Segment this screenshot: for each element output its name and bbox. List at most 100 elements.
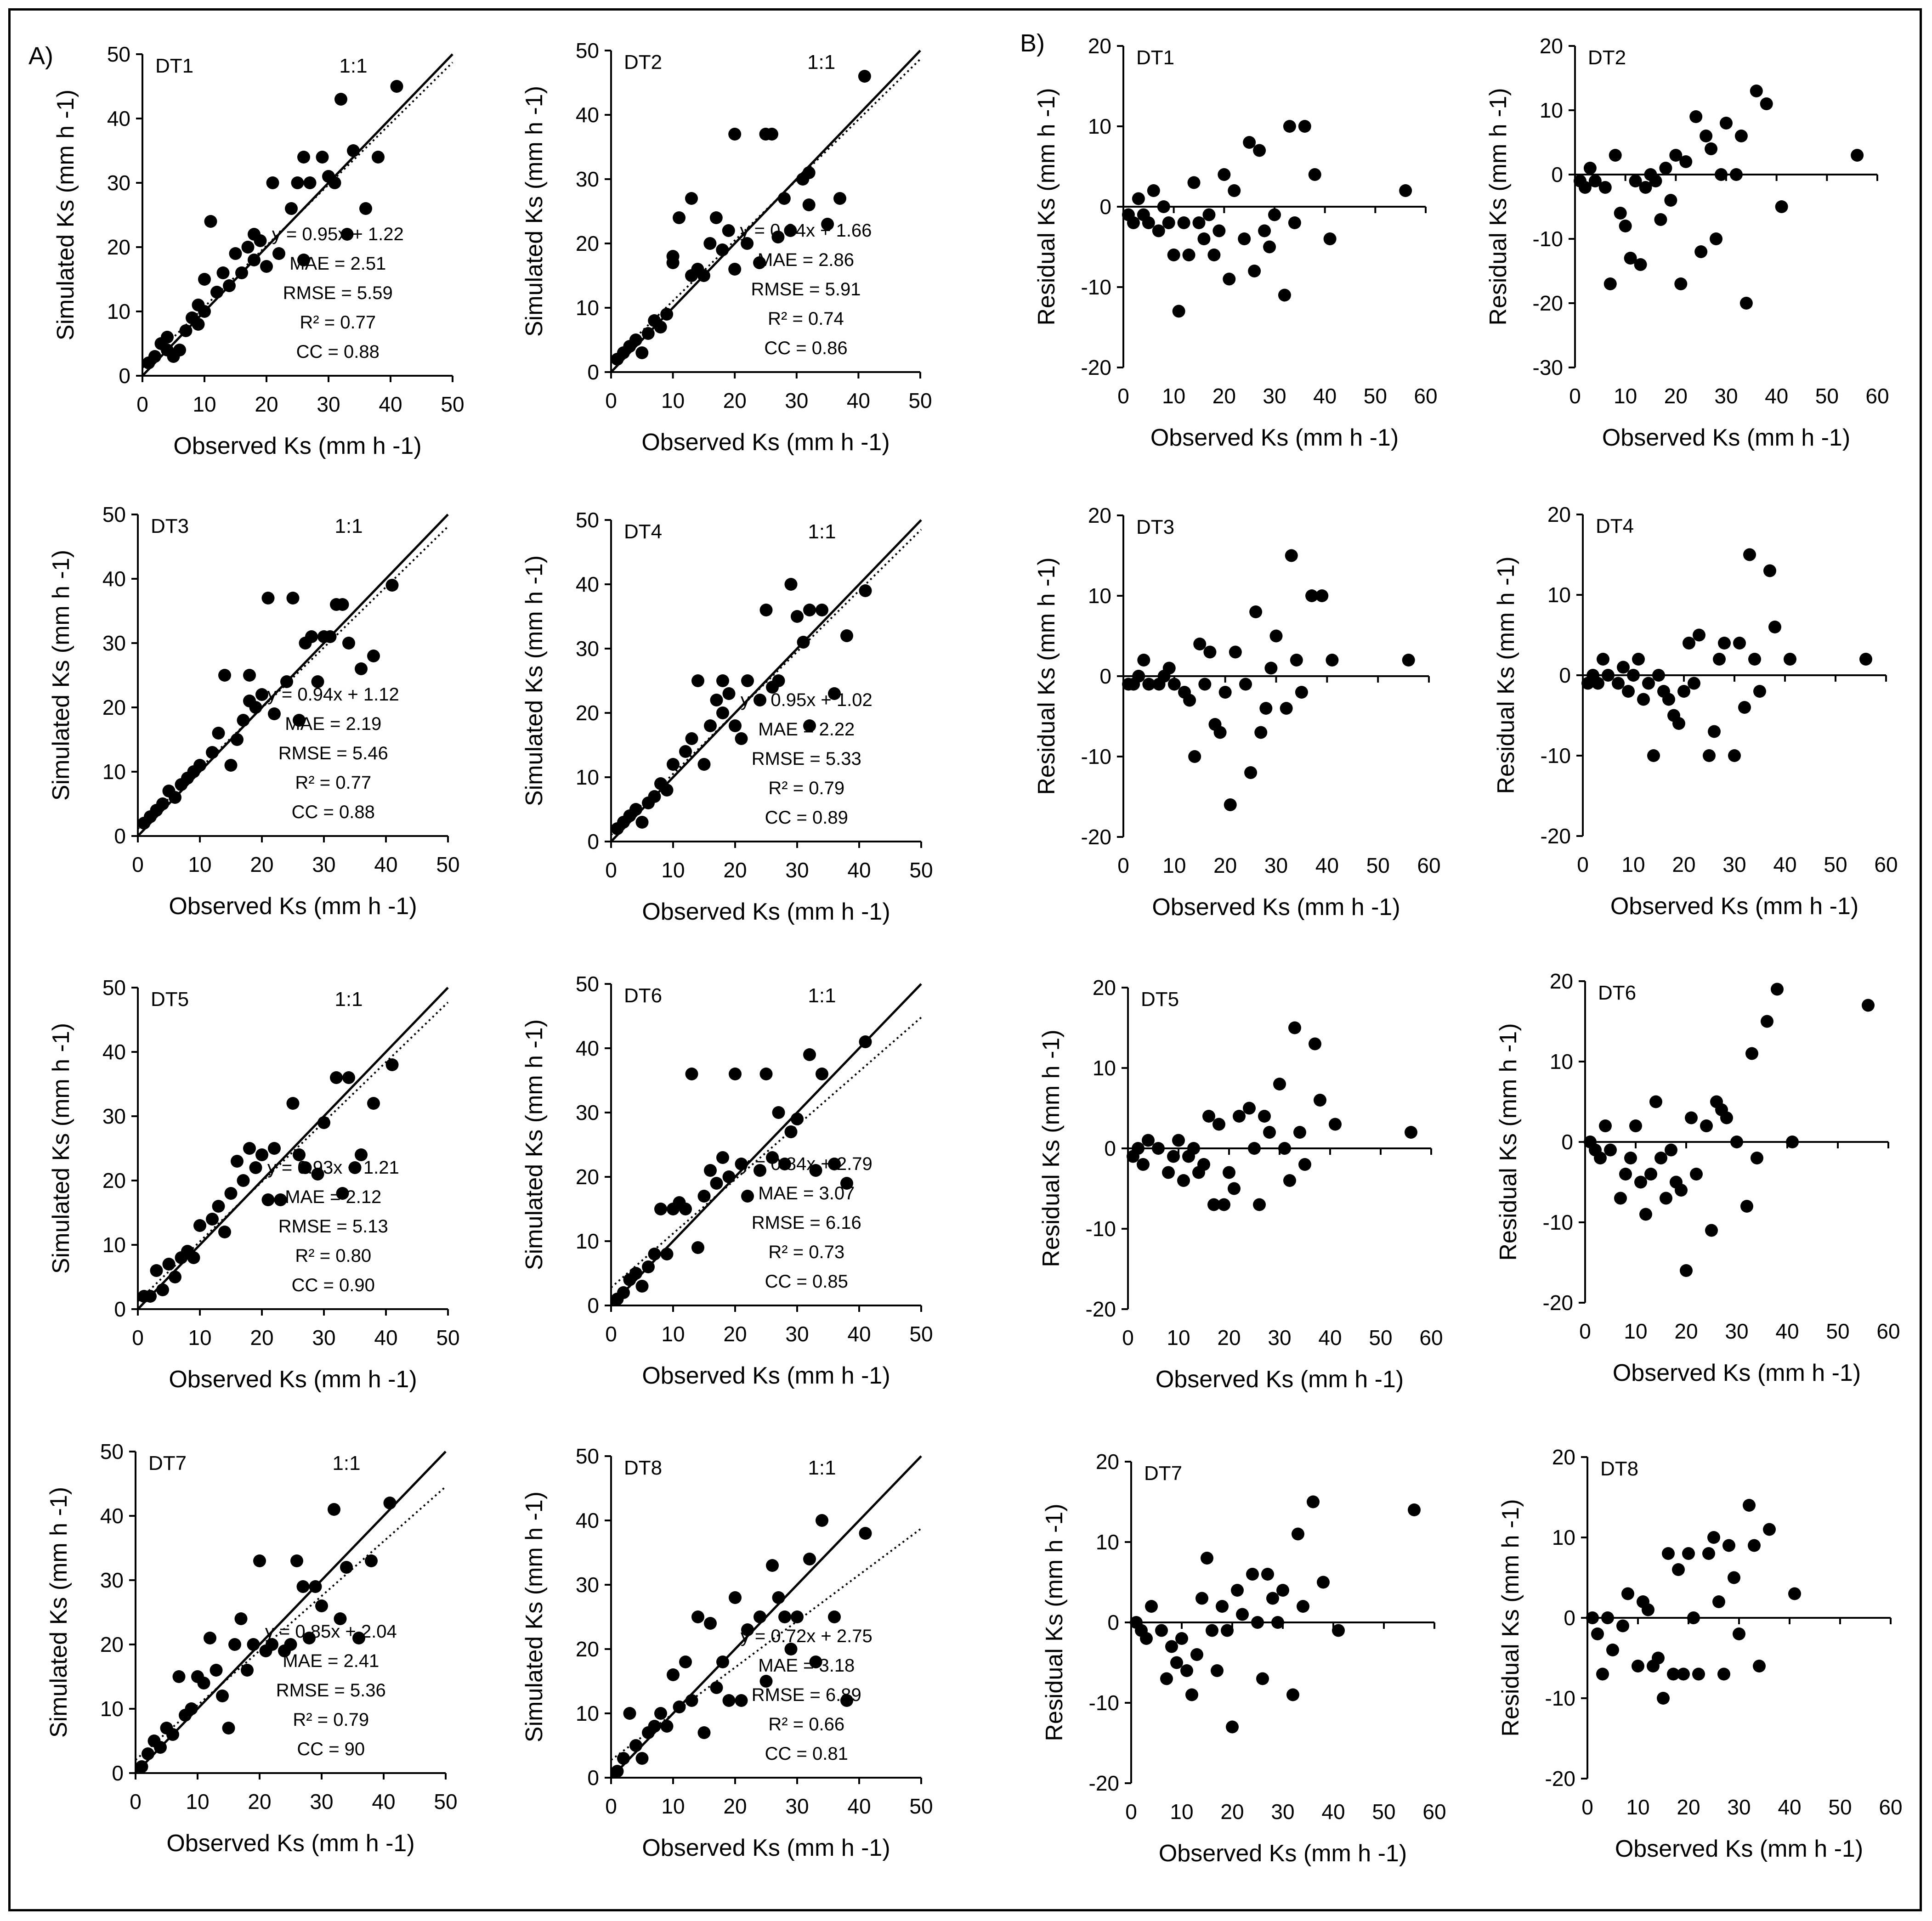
data-point — [1619, 1168, 1632, 1181]
stat-line: RMSE = 5.13 — [278, 1216, 388, 1237]
y-axis-title: Simulated Ks (mm h -1) — [521, 1019, 548, 1270]
x-tick-label: 20 — [1674, 1319, 1698, 1343]
data-point — [303, 1632, 316, 1644]
data-point — [1667, 1667, 1680, 1681]
data-point — [1298, 120, 1311, 133]
data-point — [365, 1554, 378, 1567]
data-point — [1180, 1664, 1193, 1677]
data-point — [1244, 766, 1258, 779]
y-tick-label: 10 — [1540, 98, 1563, 122]
data-point — [1213, 726, 1227, 739]
data-point — [328, 1503, 340, 1516]
data-point — [1578, 181, 1592, 194]
x-tick-label: 60 — [1419, 1326, 1443, 1350]
chart-title: DT6 — [624, 984, 662, 1007]
data-point — [859, 1527, 872, 1540]
data-point — [697, 269, 710, 282]
data-point — [1743, 548, 1756, 561]
chart-b-dt7: -20 -10 0 10 20 0 10 20 30 40 50 60 Observed Ks (mm … — [1041, 1450, 1446, 1867]
data-point — [685, 732, 698, 745]
y-tick-label: 10 — [102, 1233, 126, 1257]
data-point — [1683, 637, 1695, 650]
data-point — [144, 1290, 157, 1303]
x-tick-label: 10 — [186, 1790, 209, 1814]
x-tick-label: 10 — [661, 389, 685, 412]
fit-line — [135, 1486, 447, 1761]
data-point — [1162, 1166, 1175, 1179]
data-point — [803, 604, 816, 616]
x-tick-label: 40 — [372, 1790, 395, 1814]
chart-a-dt1: 0 10 20 30 40 50 0 10 20 30 40 50 Observed Ks (mm h … — [52, 42, 465, 459]
data-point — [1264, 661, 1278, 675]
data-point — [156, 1283, 169, 1296]
data-point — [1221, 1624, 1234, 1637]
data-point — [1175, 1632, 1188, 1645]
stat-line: R² = 0.73 — [768, 1242, 844, 1262]
data-point — [303, 176, 317, 189]
data-point — [728, 263, 742, 276]
data-point — [179, 324, 193, 337]
stat-line: RMSE = 5.46 — [278, 743, 388, 763]
y-tick-label: -10 — [1089, 1691, 1119, 1715]
data-point — [803, 1048, 816, 1061]
data-point — [642, 1260, 655, 1273]
data-point — [1182, 249, 1195, 261]
data-point — [1170, 1656, 1183, 1669]
x-tick-label: 10 — [661, 1322, 685, 1346]
data-point — [654, 1707, 667, 1720]
chart-title: DT2 — [1588, 46, 1626, 69]
data-point — [859, 584, 872, 597]
data-point — [1263, 240, 1276, 254]
data-point — [385, 1058, 399, 1071]
data-point — [311, 1168, 324, 1181]
data-point — [828, 687, 841, 700]
data-point — [784, 578, 798, 591]
data-point — [679, 745, 692, 758]
stat-line: R² = 0.77 — [300, 312, 376, 333]
data-point — [1728, 749, 1741, 762]
data-point — [1201, 1552, 1213, 1565]
stat-line: MAE = 2.41 — [283, 1651, 379, 1671]
data-point — [1273, 1078, 1286, 1090]
y-tick-label: -20 — [1533, 291, 1563, 315]
data-point — [224, 759, 238, 772]
data-point — [1586, 1611, 1599, 1624]
data-point — [735, 1158, 748, 1170]
data-point — [722, 224, 735, 237]
y-tick-label: 50 — [102, 976, 126, 1000]
fit-line — [610, 1017, 922, 1288]
stat-line: y = 0.85x + 2.04 — [265, 1622, 397, 1642]
data-point — [286, 1097, 300, 1110]
data-point — [623, 1707, 636, 1720]
data-point — [1753, 685, 1766, 698]
y-tick-label: 50 — [107, 42, 130, 66]
data-point — [1254, 726, 1268, 739]
y-tick-label: 0 — [1104, 1136, 1116, 1160]
x-axis-title: Observed Ks (mm h -1) — [642, 1835, 890, 1861]
data-point — [161, 331, 174, 344]
y-tick-label: 0 — [587, 360, 599, 384]
data-point — [1243, 1102, 1256, 1115]
chart-title: DT7 — [148, 1452, 187, 1475]
y-axis-title: Residual Ks (mm h -1) — [1038, 1029, 1065, 1267]
data-point — [206, 746, 219, 759]
x-tick-label: 0 — [605, 1322, 617, 1346]
stat-line: CC = 0.81 — [765, 1744, 848, 1764]
data-point — [772, 1591, 785, 1604]
data-point — [218, 669, 231, 682]
x-tick-label: 60 — [1874, 853, 1898, 876]
x-tick-label: 50 — [434, 1790, 457, 1814]
data-point — [1223, 1166, 1235, 1179]
fit-line — [610, 1527, 922, 1761]
data-point — [249, 1161, 262, 1174]
x-tick-label: 0 — [1117, 853, 1129, 877]
data-point — [359, 202, 372, 215]
y-tick-label: 0 — [112, 1761, 124, 1785]
data-point — [1672, 1563, 1685, 1576]
data-point — [1218, 168, 1231, 181]
data-point — [193, 1219, 206, 1232]
data-point — [1583, 162, 1597, 175]
x-axis-title: Observed Ks (mm h -1) — [1152, 894, 1400, 921]
chart-b-dt2: -30 -20 -10 0 10 20 0 10 20 30 40 50 60 Observed Ks (… — [1485, 34, 1889, 451]
